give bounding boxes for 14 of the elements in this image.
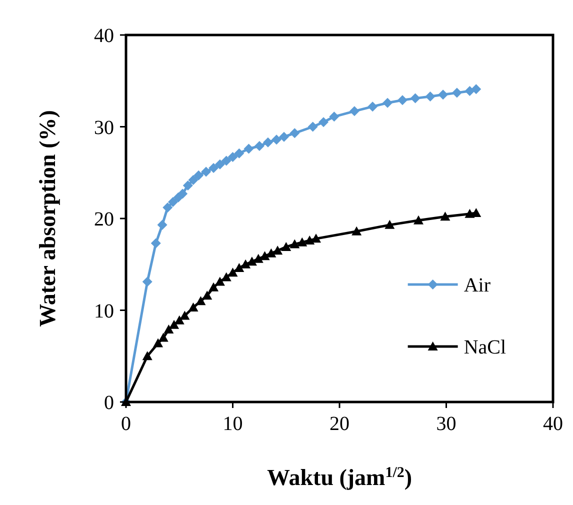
x-tick-label: 40 — [543, 413, 563, 435]
y-tick-label: 40 — [94, 25, 114, 47]
x-tick-label: 30 — [436, 413, 456, 435]
x-tick-label: 10 — [222, 413, 243, 435]
y-axis-title: Water absorption (%) — [35, 110, 60, 327]
y-tick-label: 0 — [104, 392, 114, 414]
legend-label: Air — [464, 274, 491, 297]
x-axis-title: Waktu (jam$^{1/2}$) — [267, 465, 412, 490]
y-tick-label: 30 — [94, 116, 114, 139]
x-tick-label: 0 — [121, 413, 131, 435]
legend-label: NaCl — [464, 336, 506, 359]
y-tick-label: 10 — [94, 300, 114, 322]
y-tick-label: 20 — [94, 208, 114, 230]
x-tick-label: 20 — [330, 413, 350, 435]
